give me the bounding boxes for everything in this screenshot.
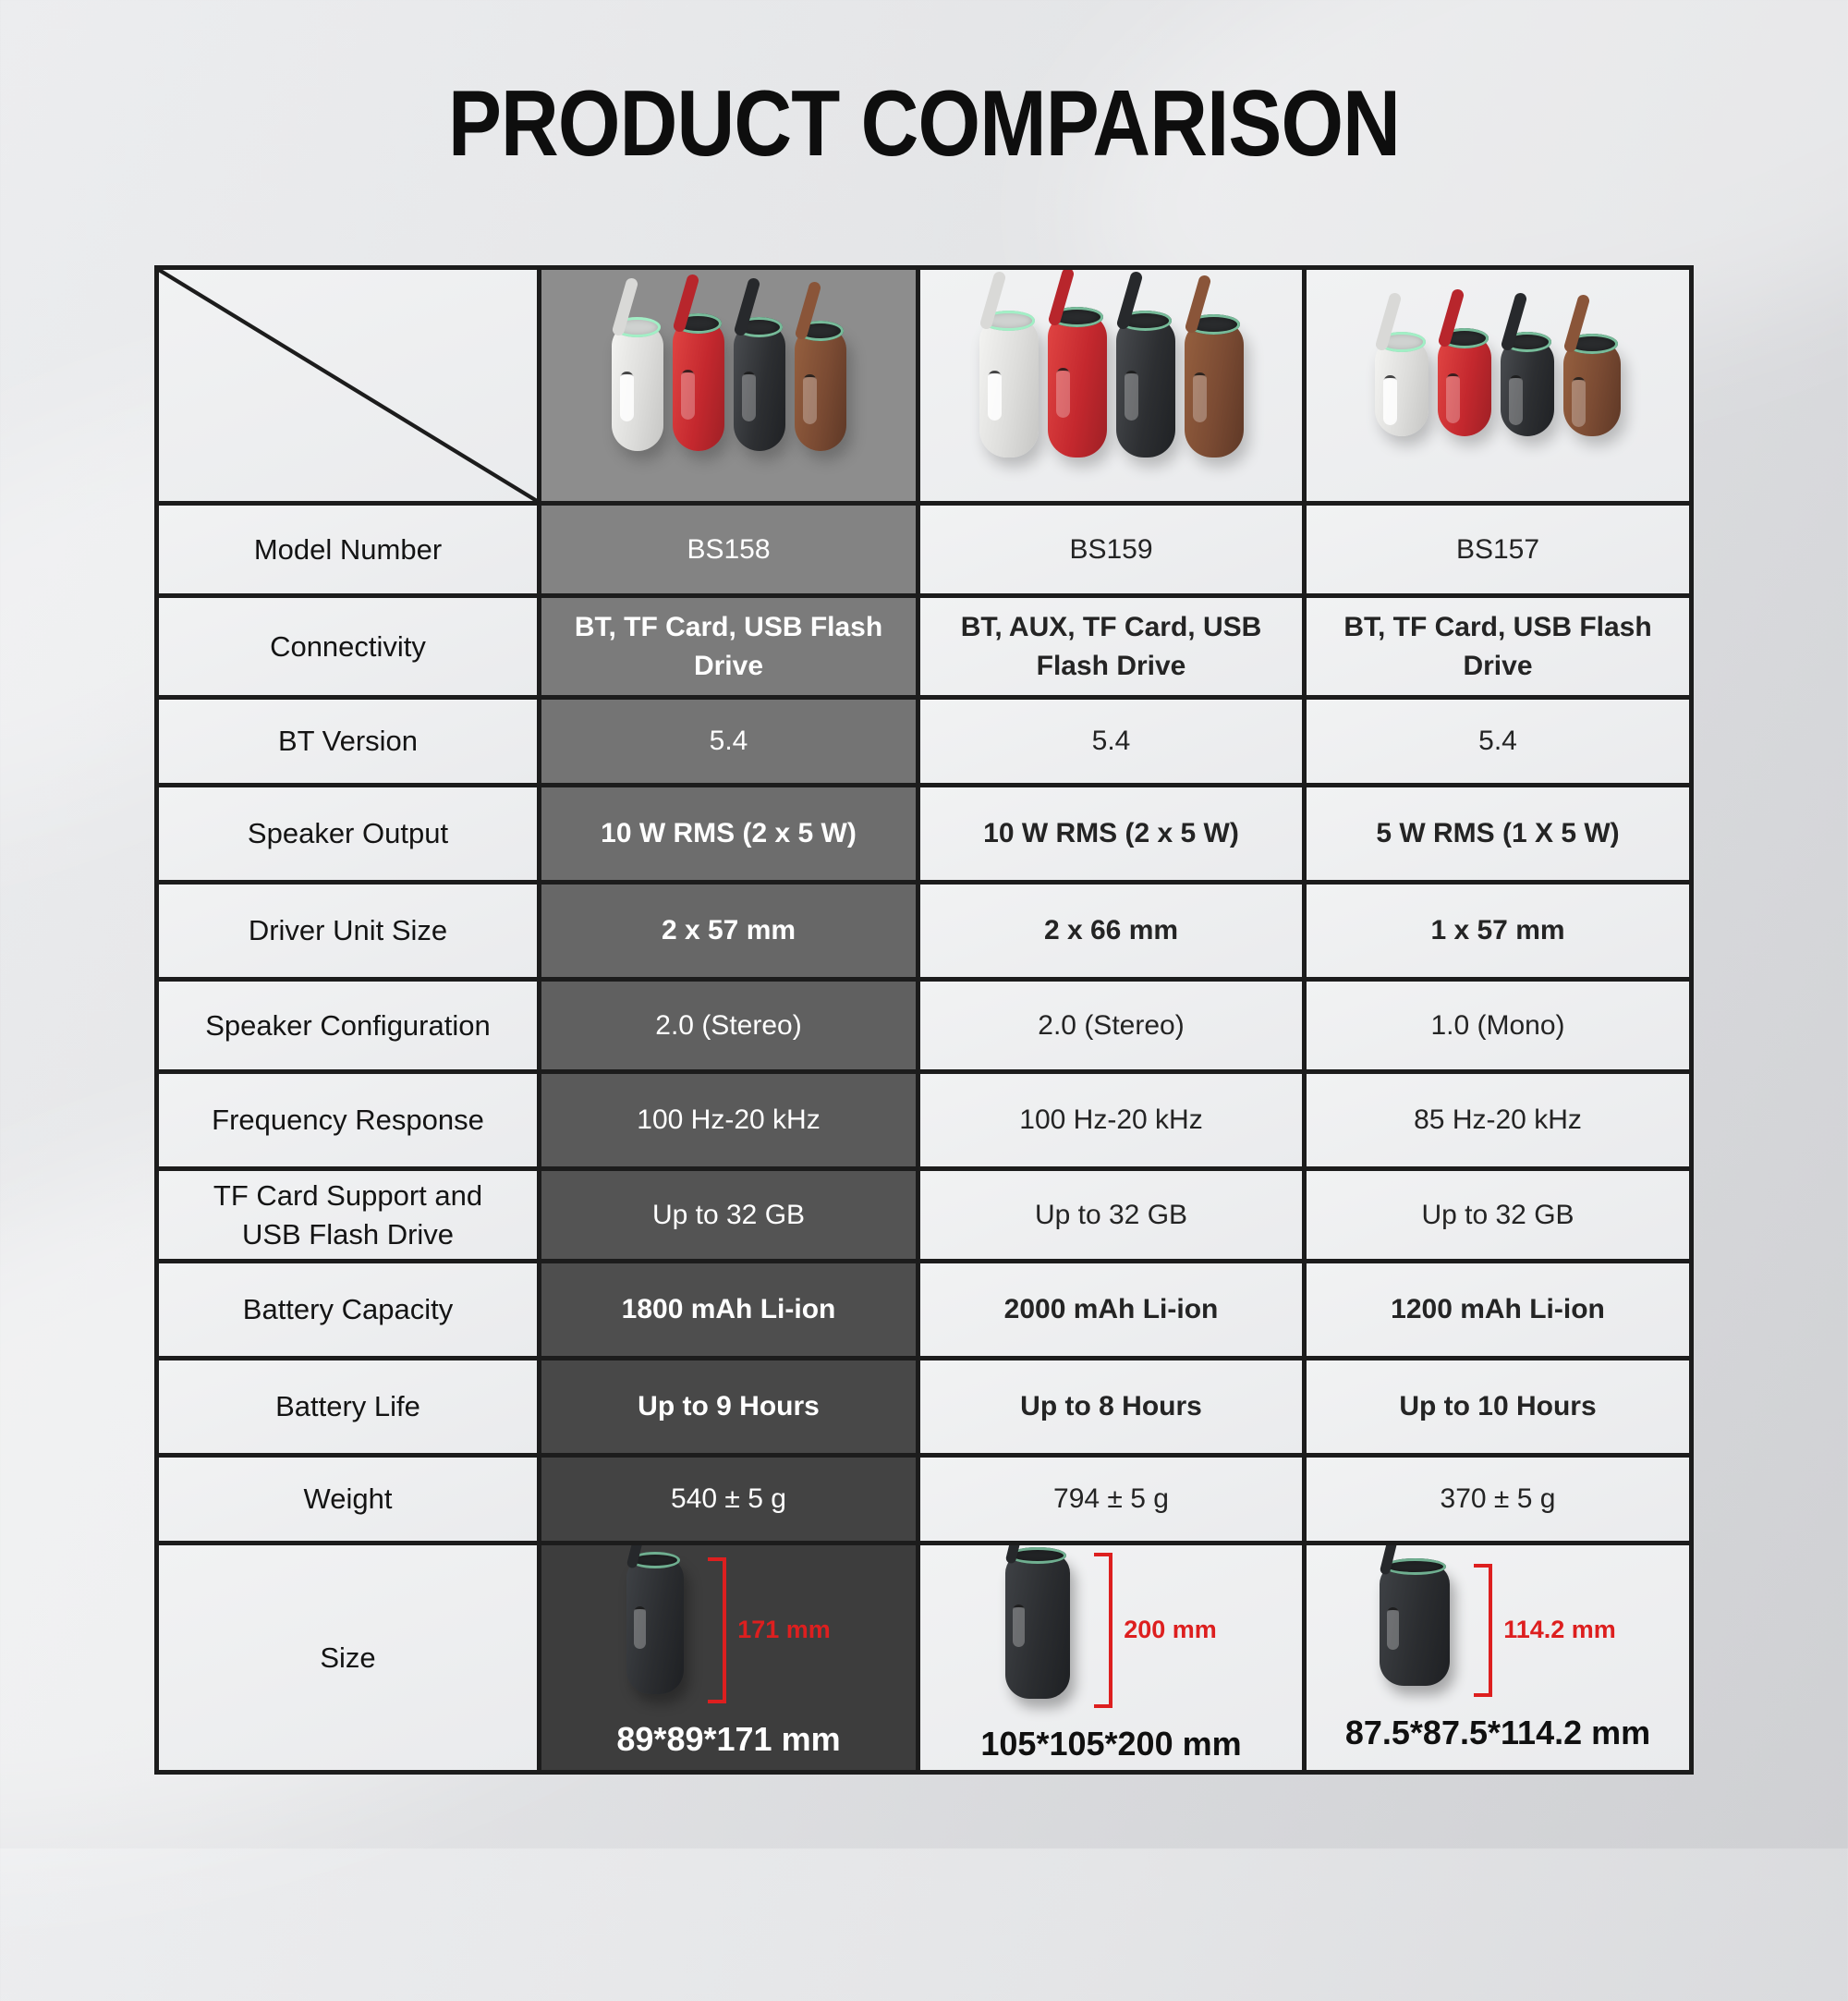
spec-value-bs157: 85 Hz-20 kHz bbox=[1307, 1074, 1689, 1166]
black-speaker-image bbox=[733, 317, 785, 451]
spec-value-bs158: 2.0 (Stereo) bbox=[541, 982, 916, 1069]
spec-value-bs158: BS158 bbox=[541, 506, 916, 593]
height-label: 200 mm bbox=[1124, 1616, 1217, 1643]
spec-value-bs158: 1800 mAh Li-ion bbox=[541, 1263, 916, 1356]
product-photo-cell-bs159 bbox=[920, 270, 1302, 501]
height-bracket bbox=[1094, 1552, 1113, 1708]
white-speaker-image bbox=[1375, 332, 1429, 436]
spec-value-bs159: 10 W RMS (2 x 5 W) bbox=[920, 787, 1302, 880]
diagonal-cell bbox=[159, 270, 537, 501]
red-speaker-image bbox=[1438, 328, 1491, 436]
dimensions-label: 87.5*87.5*114.2 mm bbox=[1344, 1713, 1651, 1751]
spec-value-bs159: 2 x 66 mm bbox=[920, 885, 1302, 977]
black-speaker-image bbox=[1005, 1546, 1071, 1699]
spec-value-bs157: BS157 bbox=[1307, 506, 1689, 593]
spec-value-bs159: 2000 mAh Li-ion bbox=[920, 1263, 1302, 1356]
red-speaker-image bbox=[1047, 307, 1107, 458]
spec-value-bs158: Up to 9 Hours bbox=[541, 1360, 916, 1453]
spec-row-label: Battery Life bbox=[159, 1360, 537, 1453]
spec-value-bs159: BT, AUX, TF Card, USB Flash Drive bbox=[920, 598, 1302, 695]
spec-row-label-size: Size bbox=[159, 1545, 537, 1770]
page-title: PRODUCT COMPARISON bbox=[447, 72, 1401, 176]
spec-value-bs157: 370 ± 5 g bbox=[1307, 1458, 1689, 1541]
spec-value-bs159: BS159 bbox=[920, 506, 1302, 593]
spec-row-label: Driver Unit Size bbox=[159, 885, 537, 977]
spec-value-bs157: 1.0 (Mono) bbox=[1307, 982, 1689, 1069]
spec-value-bs159: 100 Hz-20 kHz bbox=[920, 1074, 1302, 1166]
black-speaker-image bbox=[1380, 1557, 1451, 1686]
speaker-lineup bbox=[920, 307, 1302, 458]
spec-value-bs157: BT, TF Card, USB Flash Drive bbox=[1307, 598, 1689, 695]
spec-value-bs158: Up to 32 GB bbox=[541, 1171, 916, 1259]
spec-value-bs159: 2.0 (Stereo) bbox=[920, 982, 1302, 1069]
height-label: 114.2 mm bbox=[1503, 1616, 1616, 1643]
diagonal-line bbox=[159, 270, 537, 501]
speaker-lineup bbox=[541, 313, 916, 451]
spec-value-bs159: Up to 8 Hours bbox=[920, 1360, 1302, 1453]
spec-value-bs159: 794 ± 5 g bbox=[920, 1458, 1302, 1541]
spec-row-label: Speaker Output bbox=[159, 787, 537, 880]
spec-row-label: Model Number bbox=[159, 506, 537, 593]
size-cell-bs157: 114.2 mm 87.5*87.5*114.2 mm bbox=[1307, 1545, 1689, 1770]
brown-speaker-image bbox=[1184, 314, 1244, 458]
spec-value-bs158: 2 x 57 mm bbox=[541, 885, 916, 977]
product-photo-cell-bs158 bbox=[541, 270, 916, 501]
size-cell-bs158: 171 mm 89*89*171 mm bbox=[541, 1545, 916, 1770]
spec-value-bs157: 5 W RMS (1 X 5 W) bbox=[1307, 787, 1689, 880]
spec-value-bs157: Up to 10 Hours bbox=[1307, 1360, 1689, 1453]
spec-value-bs158: 10 W RMS (2 x 5 W) bbox=[541, 787, 916, 880]
spec-row-label: Connectivity bbox=[159, 598, 537, 695]
spec-value-bs158: BT, TF Card, USB Flash Drive bbox=[541, 598, 916, 695]
spec-row-label: Weight bbox=[159, 1458, 537, 1541]
spec-value-bs158: 100 Hz-20 kHz bbox=[541, 1074, 916, 1166]
spec-value-bs157: 1 x 57 mm bbox=[1307, 885, 1689, 977]
height-label: 171 mm bbox=[737, 1616, 831, 1643]
spec-value-bs157: 1200 mAh Li-ion bbox=[1307, 1263, 1689, 1356]
spec-row-label: BT Version bbox=[159, 700, 537, 783]
spec-value-bs158: 540 ± 5 g bbox=[541, 1458, 916, 1541]
spec-value-bs158: 5.4 bbox=[541, 700, 916, 783]
spec-row-label: Battery Capacity bbox=[159, 1263, 537, 1356]
dimensions-label: 89*89*171 mm bbox=[616, 1719, 841, 1758]
brown-speaker-image bbox=[1563, 334, 1621, 436]
product-photo-cell-bs157 bbox=[1307, 270, 1689, 501]
height-bracket bbox=[708, 1556, 727, 1703]
spec-row-label: Speaker Configuration bbox=[159, 982, 537, 1069]
black-speaker-image bbox=[1115, 311, 1175, 458]
spec-value-bs159: Up to 32 GB bbox=[920, 1171, 1302, 1259]
size-figure: 171 mm bbox=[626, 1551, 831, 1703]
speaker-lineup bbox=[1307, 328, 1689, 436]
white-speaker-image bbox=[611, 317, 663, 451]
brown-speaker-image bbox=[794, 321, 846, 451]
spec-row-label: Frequency Response bbox=[159, 1074, 537, 1166]
size-figure: 114.2 mm bbox=[1380, 1557, 1616, 1697]
black-speaker-image bbox=[626, 1551, 685, 1694]
spec-row-label: TF Card Support and USB Flash Drive bbox=[159, 1171, 537, 1259]
size-cell-bs159: 200 mm 105*105*200 mm bbox=[920, 1545, 1302, 1770]
size-figure: 200 mm bbox=[1005, 1546, 1217, 1708]
spec-value-bs157: Up to 32 GB bbox=[1307, 1171, 1689, 1259]
spec-value-bs159: 5.4 bbox=[920, 700, 1302, 783]
black-speaker-image bbox=[1501, 332, 1554, 436]
spec-value-bs157: 5.4 bbox=[1307, 700, 1689, 783]
dimensions-label: 105*105*200 mm bbox=[980, 1724, 1242, 1763]
height-bracket bbox=[1474, 1563, 1493, 1697]
comparison-table: Model Number BS158 BS159 BS157 Connectiv… bbox=[154, 265, 1694, 1775]
red-speaker-image bbox=[672, 313, 724, 451]
white-speaker-image bbox=[979, 311, 1039, 458]
